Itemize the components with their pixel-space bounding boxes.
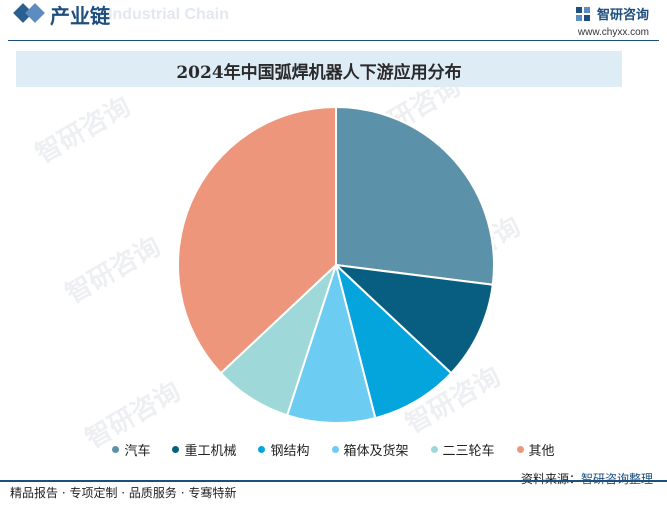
legend-swatch [516,446,524,453]
legend-swatch [172,446,180,453]
legend-item: 其他 [516,440,555,459]
legend-label: 箱体及货架 [343,444,409,459]
legend-item: 钢结构 [258,440,310,459]
section-subtitle: Industrial Chain [108,6,229,23]
legend-item: 二三轮车 [430,440,495,459]
legend-label: 重工机械 [184,444,237,459]
pie-slice-2 [334,261,453,420]
legend-swatch [430,446,438,453]
legend-item: 汽车 [112,440,150,459]
website-url: www.chyxx.com [577,27,649,38]
section-title: 产业链 [50,4,110,28]
source-label: 资料来源： [520,472,581,486]
legend-item: 箱体及货架 [331,440,409,459]
footer-tagline: 精品报告 · 专项定制 · 品质服务 · 专骞特新 [10,486,237,500]
source-value: 智研咨询整理 [580,472,653,486]
pie-slice-1 [333,263,494,375]
chart-title-band: 2024年中国弧焊机器人下游应用分布 [16,51,622,87]
legend-label: 二三轮车 [442,444,495,459]
brand: 智研咨询 [575,4,649,23]
pie-slice-0 [335,105,495,286]
pie-chart [177,105,495,424]
pie-slice-3 [285,261,377,424]
legend-swatch [258,446,266,453]
brand-name: 智研咨询 [596,8,649,23]
legend-label: 其他 [528,444,555,459]
brand-logo-icon [575,6,591,22]
footer-divider [0,480,667,482]
legend-label: 汽车 [124,444,151,459]
page-header: Industrial Chain 产业链 智研咨询 www.chyxx.com [0,0,667,38]
header-divider [8,40,659,41]
pie-slice-5 [177,105,337,375]
source-note: 资料来源：智研咨询整理 [521,470,653,487]
chart-legend: 汽车 重工机械 钢结构 箱体及货架 二三轮车 其他 [0,440,667,459]
chart-title: 2024年中国弧焊机器人下游应用分布 [176,63,462,83]
legend-swatch [112,446,120,453]
legend-label: 钢结构 [270,444,310,459]
legend-swatch [331,446,339,453]
legend-item: 重工机械 [172,440,236,459]
